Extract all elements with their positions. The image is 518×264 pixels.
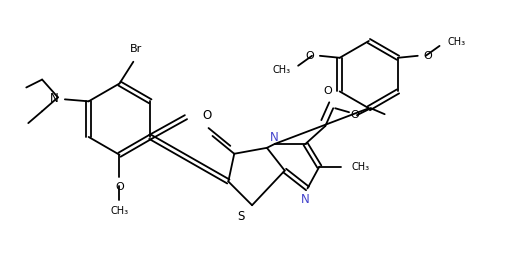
Text: N: N (270, 131, 279, 144)
Text: Br: Br (130, 44, 142, 54)
Text: O: O (323, 86, 332, 96)
Text: N: N (50, 92, 59, 105)
Text: O: O (424, 51, 433, 61)
Text: O: O (305, 51, 314, 61)
Text: S: S (237, 210, 244, 223)
Text: O: O (351, 110, 359, 120)
Text: CH₃: CH₃ (110, 206, 128, 216)
Text: O: O (202, 109, 211, 122)
Text: N: N (301, 193, 310, 206)
Text: CH₃: CH₃ (351, 162, 369, 172)
Text: CH₃: CH₃ (272, 65, 290, 75)
Text: CH₃: CH₃ (448, 37, 466, 47)
Text: O: O (115, 182, 124, 192)
